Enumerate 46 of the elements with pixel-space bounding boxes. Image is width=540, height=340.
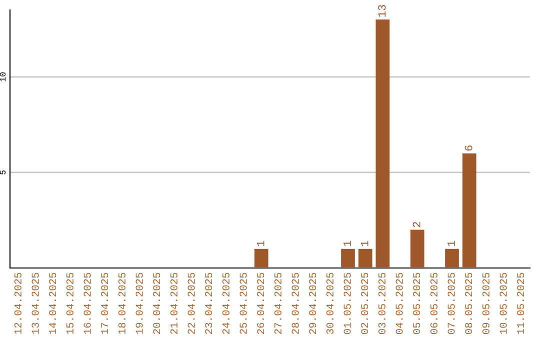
bar xyxy=(410,230,424,268)
x-tick-label: 02.05.2025 xyxy=(361,272,368,334)
x-tick-label: 03.05.2025 xyxy=(378,272,386,334)
x-tick-label: 11.05.2025 xyxy=(517,272,524,334)
bar xyxy=(254,248,268,268)
x-tick-label: 23.04.2025 xyxy=(205,272,212,334)
x-tick-label: 04.05.2025 xyxy=(396,272,403,334)
bar xyxy=(445,248,459,268)
x-tick-label: 18.04.2025 xyxy=(118,272,126,334)
x-tick-label: 09.05.2025 xyxy=(482,272,490,334)
x-tick-label: 05.05.2025 xyxy=(413,272,420,334)
x-tick-label: 19.04.2025 xyxy=(136,272,143,334)
x-tick-label: 30.04.2025 xyxy=(326,272,334,334)
x-tick-label: 08.05.2025 xyxy=(465,272,472,334)
data-label: 1 xyxy=(360,240,368,246)
x-tick-label: 06.05.2025 xyxy=(430,272,438,334)
bar xyxy=(376,20,390,268)
data-label: 1 xyxy=(448,240,455,246)
x-tick-label: 27.04.2025 xyxy=(274,272,282,334)
x-tick-label: 25.04.2025 xyxy=(240,272,247,334)
x-tick-label: 15.04.2025 xyxy=(66,272,74,334)
y-tick-label: 10 xyxy=(0,72,6,82)
x-tick-label: 01.05.2025 xyxy=(344,272,351,334)
x-tick-label: 10.05.2025 xyxy=(500,272,507,334)
x-tick-label: 16.04.2025 xyxy=(84,272,91,334)
data-label: 6 xyxy=(464,145,472,151)
data-label: 1 xyxy=(256,240,264,246)
x-tick-label: 17.04.2025 xyxy=(101,272,108,334)
x-tick-label: 28.04.2025 xyxy=(292,272,299,334)
x-tick-label: 12.04.2025 xyxy=(14,272,22,334)
x-tick-label: 29.04.2025 xyxy=(309,272,316,334)
x-tick-label: 24.04.2025 xyxy=(222,272,230,334)
x-tick-label: 13.04.2025 xyxy=(32,272,39,334)
x-tick-label: 07.05.2025 xyxy=(448,272,455,334)
bar xyxy=(462,153,476,268)
x-tick-label: 26.04.2025 xyxy=(257,272,264,334)
data-label: 1 xyxy=(344,240,351,246)
data-label: 13 xyxy=(378,5,386,17)
x-tick-label: 21.04.2025 xyxy=(170,272,178,334)
bar xyxy=(341,248,355,268)
x-tick-label: 14.04.2025 xyxy=(49,272,56,334)
x-tick-label: 22.04.2025 xyxy=(188,272,195,334)
x-tick-label: 20.04.2025 xyxy=(153,272,160,334)
y-tick-label: 5 xyxy=(0,170,6,174)
data-label: 2 xyxy=(412,222,420,228)
bar xyxy=(358,248,372,268)
